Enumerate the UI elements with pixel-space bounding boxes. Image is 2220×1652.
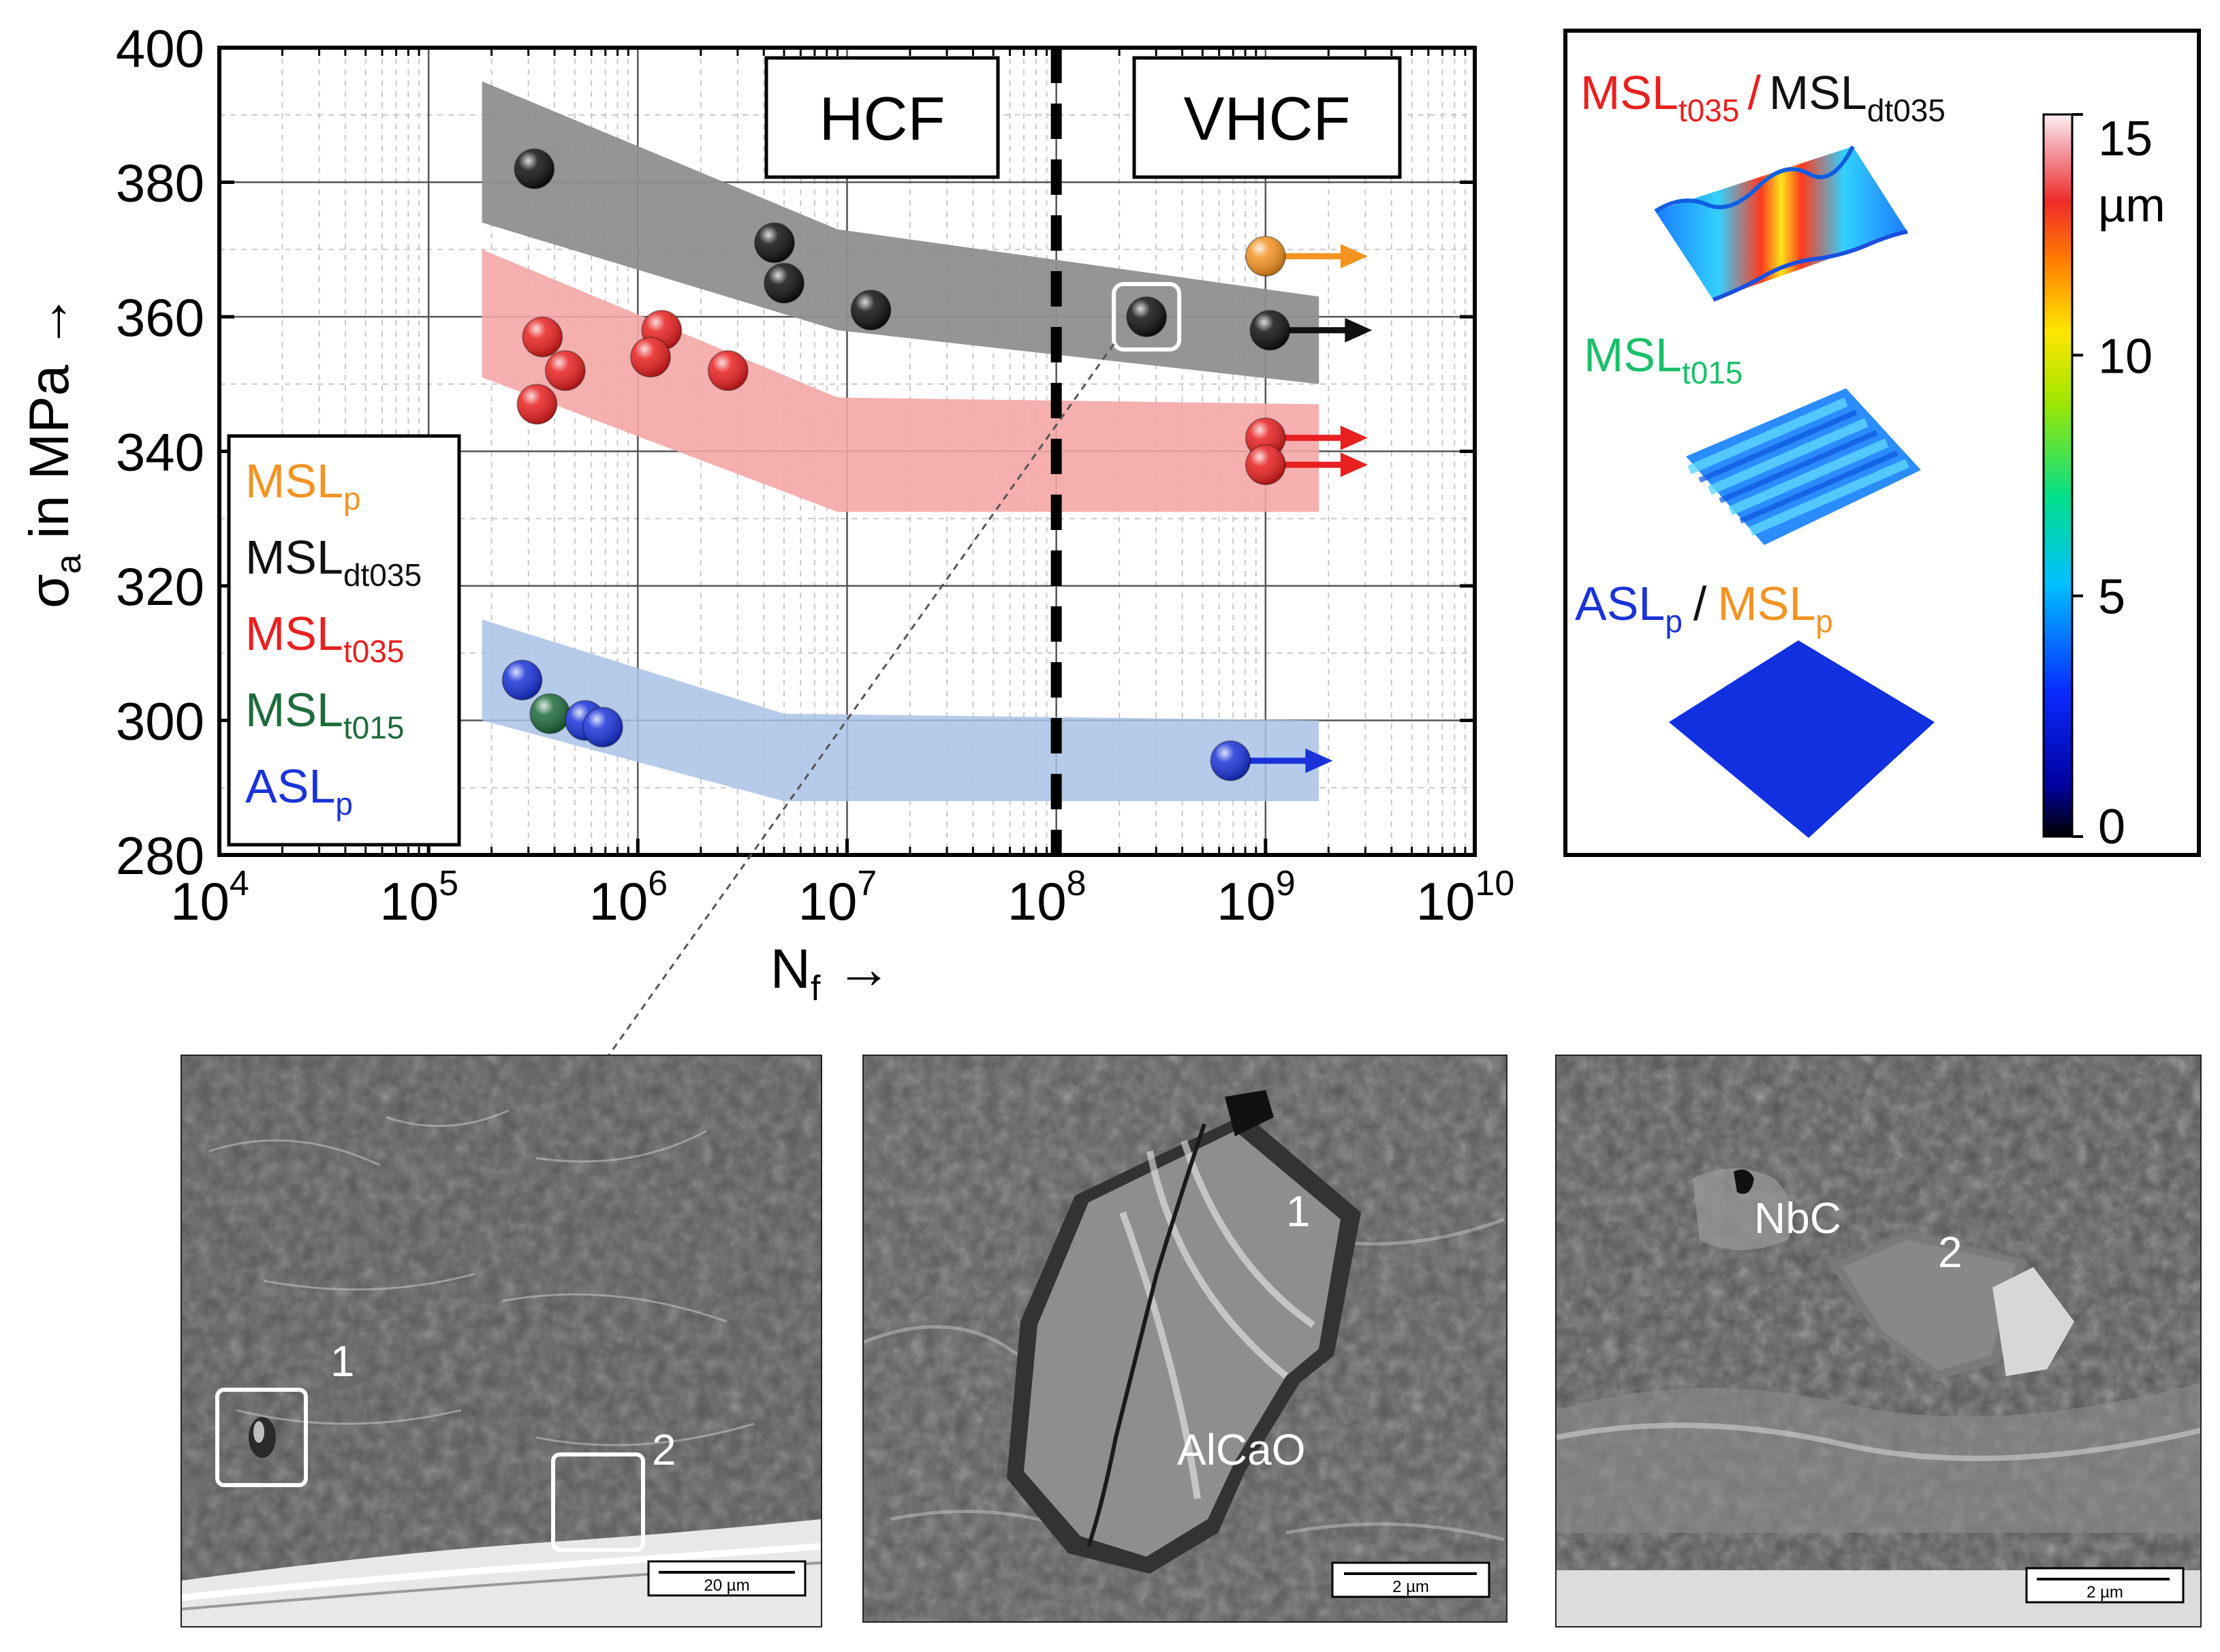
scatter-band-msl-dt035: [482, 81, 1319, 384]
x-tick-label: 1010: [1416, 864, 1515, 931]
x-axis-label: Nf →: [770, 938, 892, 1008]
region-box-vhcf: [1132, 56, 1402, 179]
scalebar-label: 20 µm: [704, 1576, 749, 1595]
selected-point-frame: [1112, 282, 1182, 352]
runout-arrow-head: [1340, 452, 1368, 478]
data-point-highlight: [851, 290, 891, 330]
runout-arrow-head: [1340, 425, 1368, 450]
roi-box-2: [551, 1452, 645, 1552]
inclusion-2-label-2: 2: [1938, 1228, 1963, 1277]
micrograph-inclusion-2: NbC 2 2 µm: [1555, 1055, 2202, 1627]
colorbar-tick-label: 15: [2098, 112, 2153, 166]
regime-regions: HCF VHCF: [764, 48, 1402, 855]
scatter-band-msl-t035: [482, 249, 1319, 512]
surface-title-top: MSLt035/MSLdt035: [1580, 66, 1945, 128]
y-tick-label: 400: [116, 18, 204, 78]
overview-label-1: 1: [330, 1337, 355, 1386]
runout-arrow-head: [1305, 748, 1333, 773]
surface-title-mid: MSLt015: [1584, 328, 1742, 390]
data-point-highlight: [708, 351, 748, 390]
y-tick-label: 320: [116, 557, 204, 617]
legend-entry-msl-dt035: MSLdt035: [245, 531, 422, 593]
scatter-band-asl-p: [482, 619, 1319, 801]
micrograph-inclusion-1: 1 AlCaO 2 µm: [862, 1055, 1507, 1623]
scalebar-label: 2 µm: [1392, 1578, 1429, 1596]
data-point-highlight: [1210, 741, 1251, 781]
micrograph-overview: 1 2 20 µm: [181, 1055, 822, 1627]
data-point-highlight: [502, 660, 542, 700]
overview-label-2: 2: [652, 1425, 676, 1474]
scalebar-box: [2025, 1567, 2185, 1604]
scalebar-label: 2 µm: [2086, 1583, 2123, 1602]
scalebar-box: [647, 1560, 807, 1597]
colorbar-tick-label: 10: [2098, 329, 2153, 384]
surface-plot-t015: [1686, 388, 1921, 545]
legend: MSLp MSLdt035 MSLt035 MSLt015 ASLp: [227, 434, 461, 847]
surface-plot-dt035: [1654, 145, 1908, 302]
data-point-highlight: [764, 263, 804, 303]
region-label-vhcf: VHCF: [1184, 85, 1351, 153]
legend-box: [227, 434, 461, 847]
scatter-bands: [482, 81, 1319, 801]
x-tick-label: 108: [1007, 864, 1086, 931]
legend-entry-msl-p: MSLp: [245, 454, 361, 516]
data-point-highlight: [1245, 236, 1285, 277]
y-tick-label: 360: [116, 287, 204, 347]
chart: 280 300 320 340 360 380 400 104 105 106 107 108 109 1…: [18, 18, 1514, 1057]
surface-panel: MSLt035/MSLdt035 MSLt015 ASLp / MSLp 15 10 5…: [1563, 29, 2201, 857]
region-label-hcf: HCF: [819, 85, 945, 153]
legend-entry-msl-t015: MSLt015: [245, 683, 404, 745]
y-tick-label: 340: [116, 422, 204, 482]
data-point-highlight: [1250, 310, 1290, 350]
leader-line: [607, 343, 1115, 1057]
data-point-highlight: [514, 149, 554, 189]
data-point-highlight: [1245, 445, 1285, 485]
x-tick-label: 109: [1217, 864, 1296, 931]
data-point-highlight: [522, 317, 563, 357]
x-tick-label: 104: [170, 864, 249, 931]
inclusion-2-label-nbc: NbC: [1754, 1194, 1841, 1243]
colorbar: [2042, 113, 2074, 838]
data-point-highlight: [530, 693, 570, 734]
y-tick-label: 380: [116, 153, 204, 213]
data-point-highlight: [754, 223, 794, 263]
colorbar-tick-label: 0: [2098, 800, 2125, 854]
scalebar-box: [1331, 1561, 1490, 1598]
x-tick-label: 106: [589, 864, 668, 931]
legend-entry-asl-p: ASLp: [245, 760, 353, 822]
surface-plot-p: [1669, 640, 1935, 838]
data-point-highlight: [630, 337, 670, 377]
legend-entry-msl-t035: MSLt035: [245, 607, 404, 669]
x-tick-label: 107: [798, 864, 877, 931]
region-box-hcf: [764, 56, 1000, 179]
runout-arrow-head: [1340, 244, 1368, 269]
y-tick-label: 280: [116, 826, 204, 886]
data-points: [501, 148, 1373, 781]
data-point-highlight: [582, 707, 623, 747]
data-point-highlight: [1127, 297, 1167, 337]
x-tick-label: 105: [379, 864, 458, 931]
data-point-highlight: [545, 351, 585, 390]
roi-box-1: [215, 1388, 308, 1487]
runout-arrow-head: [1345, 317, 1373, 343]
colorbar-tick-label: 5: [2098, 570, 2125, 625]
colorbar-unit: µm: [2098, 178, 2166, 232]
colorbar-ticks: 15 10 5 0: [2072, 112, 2153, 854]
inclusion-1-label-1: 1: [1286, 1187, 1311, 1236]
inclusion-1-label-alcao: AlCaO: [1177, 1425, 1306, 1474]
data-point-highlight: [517, 384, 557, 424]
axes: 280 300 320 340 360 380 400 104 105 106 107 108 109 1…: [18, 18, 1514, 1008]
surface-title-bottom: ASLp / MSLp: [1575, 577, 1833, 639]
y-axis-label: σa in MPa →: [18, 294, 89, 608]
leader-line-segment: [607, 343, 1115, 1057]
y-tick-label: 300: [116, 691, 204, 751]
